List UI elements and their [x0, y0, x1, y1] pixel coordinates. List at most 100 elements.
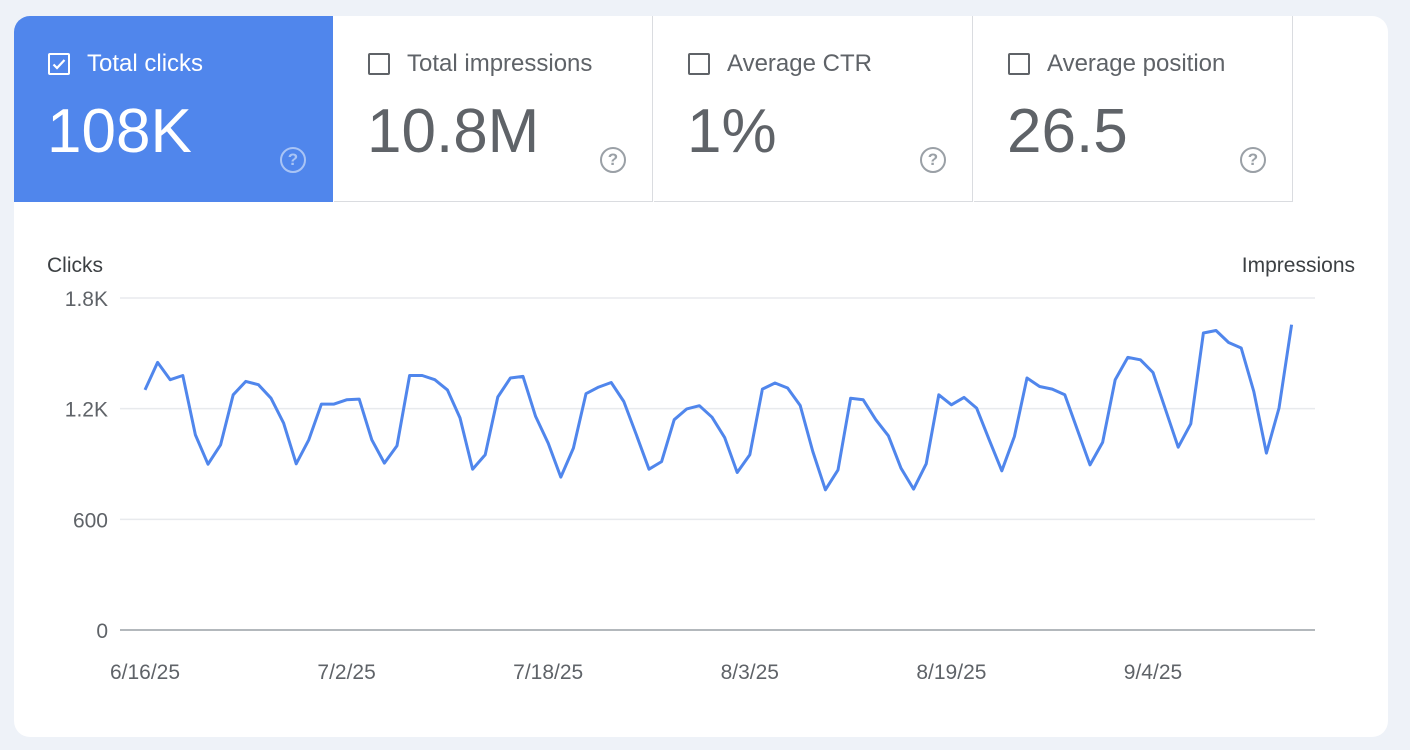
data-point[interactable] — [1162, 406, 1170, 414]
data-point[interactable] — [897, 464, 905, 472]
data-point[interactable] — [1174, 443, 1182, 451]
data-point[interactable] — [620, 397, 628, 405]
data-point[interactable] — [317, 400, 325, 408]
data-point[interactable] — [733, 468, 741, 476]
data-point[interactable] — [1124, 353, 1132, 361]
data-point[interactable] — [771, 379, 779, 387]
data-point[interactable] — [569, 444, 577, 452]
data-point[interactable] — [166, 376, 174, 384]
metric-tile-average-ctr[interactable]: Average CTR 1% ? — [654, 16, 973, 202]
data-point[interactable] — [1225, 338, 1233, 346]
data-point[interactable] — [695, 402, 703, 410]
data-point[interactable] — [985, 436, 993, 444]
data-point[interactable] — [910, 485, 918, 493]
data-point[interactable] — [1199, 329, 1207, 337]
checkbox-icon[interactable] — [1008, 53, 1030, 75]
data-point[interactable] — [821, 486, 829, 494]
metric-tile-average-position[interactable]: Average position 26.5 ? — [974, 16, 1293, 202]
data-point[interactable] — [582, 390, 590, 398]
data-point[interactable] — [506, 374, 514, 382]
data-point[interactable] — [179, 371, 187, 379]
help-icon[interactable]: ? — [600, 147, 626, 173]
data-point[interactable] — [254, 381, 262, 389]
data-point[interactable] — [973, 404, 981, 412]
data-point[interactable] — [1187, 420, 1195, 428]
data-point[interactable] — [494, 393, 502, 401]
data-point[interactable] — [1048, 385, 1056, 393]
data-point[interactable] — [406, 371, 414, 379]
data-point[interactable] — [947, 401, 955, 409]
data-point[interactable] — [469, 465, 477, 473]
checkbox-icon[interactable] — [368, 53, 390, 75]
data-point[interactable] — [557, 473, 565, 481]
data-point[interactable] — [393, 442, 401, 450]
data-point[interactable] — [229, 391, 237, 399]
data-point[interactable] — [872, 416, 880, 424]
data-point[interactable] — [418, 371, 426, 379]
data-point[interactable] — [1061, 391, 1069, 399]
data-point[interactable] — [847, 394, 855, 402]
data-point[interactable] — [481, 451, 489, 459]
metric-tile-total-clicks[interactable]: Total clicks 108K ? — [14, 16, 333, 202]
data-point[interactable] — [1149, 369, 1157, 377]
data-point[interactable] — [343, 396, 351, 404]
data-point[interactable] — [1237, 344, 1245, 352]
data-point[interactable] — [632, 431, 640, 439]
data-point[interactable] — [1250, 388, 1258, 396]
data-point[interactable] — [242, 377, 250, 385]
data-point[interactable] — [658, 458, 666, 466]
data-point[interactable] — [1288, 321, 1296, 329]
data-point[interactable] — [1036, 383, 1044, 391]
help-icon[interactable]: ? — [280, 147, 306, 173]
data-point[interactable] — [368, 436, 376, 444]
data-point[interactable] — [330, 400, 338, 408]
data-point[interactable] — [532, 412, 540, 420]
data-point[interactable] — [683, 405, 691, 413]
data-point[interactable] — [746, 451, 754, 459]
data-point[interactable] — [884, 432, 892, 440]
data-point[interactable] — [1099, 438, 1107, 446]
data-point[interactable] — [758, 385, 766, 393]
data-point[interactable] — [935, 391, 943, 399]
data-point[interactable] — [280, 419, 288, 427]
data-point[interactable] — [859, 396, 867, 404]
data-point[interactable] — [670, 416, 678, 424]
data-point[interactable] — [834, 466, 842, 474]
data-point[interactable] — [1275, 404, 1283, 412]
data-point[interactable] — [960, 393, 968, 401]
data-point[interactable] — [544, 439, 552, 447]
data-point[interactable] — [1136, 356, 1144, 364]
data-point[interactable] — [154, 358, 162, 366]
data-point[interactable] — [922, 460, 930, 468]
checkbox-checked-icon[interactable] — [48, 53, 70, 75]
data-point[interactable] — [292, 460, 300, 468]
data-point[interactable] — [1023, 374, 1031, 382]
data-point[interactable] — [796, 402, 804, 410]
data-point[interactable] — [1262, 449, 1270, 457]
data-point[interactable] — [191, 431, 199, 439]
data-point[interactable] — [607, 378, 615, 386]
data-point[interactable] — [1212, 326, 1220, 334]
data-point[interactable] — [809, 447, 817, 455]
data-point[interactable] — [267, 394, 275, 402]
data-point[interactable] — [1111, 376, 1119, 384]
data-point[interactable] — [380, 459, 388, 467]
data-point[interactable] — [1086, 461, 1094, 469]
data-point[interactable] — [443, 386, 451, 394]
data-point[interactable] — [1073, 426, 1081, 434]
data-point[interactable] — [204, 460, 212, 468]
checkbox-icon[interactable] — [688, 53, 710, 75]
data-point[interactable] — [645, 465, 653, 473]
data-point[interactable] — [1010, 433, 1018, 441]
data-point[interactable] — [141, 386, 149, 394]
data-point[interactable] — [355, 395, 363, 403]
help-icon[interactable]: ? — [1240, 147, 1266, 173]
data-point[interactable] — [784, 384, 792, 392]
data-point[interactable] — [998, 467, 1006, 475]
data-point[interactable] — [305, 436, 313, 444]
data-point[interactable] — [708, 413, 716, 421]
data-point[interactable] — [721, 433, 729, 441]
metric-tile-total-impressions[interactable]: Total impressions 10.8M ? — [334, 16, 653, 202]
data-point[interactable] — [595, 383, 603, 391]
data-point[interactable] — [217, 441, 225, 449]
